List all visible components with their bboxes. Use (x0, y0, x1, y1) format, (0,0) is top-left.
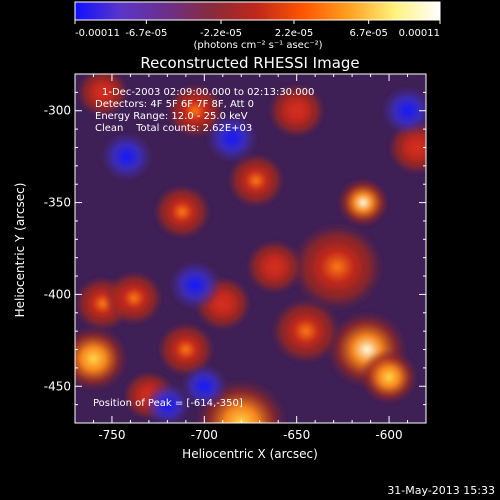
x-tick-label: -750 (98, 428, 125, 442)
negative-blob (100, 131, 153, 182)
annotation-clean: Clean Total counts: 2.62E+03 (95, 123, 252, 134)
colorbar-tick-label: 6.7e-05 (349, 28, 387, 39)
colorbar-tick-label: 0.00011 (399, 28, 440, 39)
x-axis-label: Heliocentric X (arcsec) (182, 447, 318, 461)
negative-blob (168, 260, 221, 311)
colorbar-tick-label: -0.00011 (75, 28, 120, 39)
x-tick-label: -600 (375, 428, 402, 442)
y-tick-label: -400 (44, 287, 71, 301)
y-axis-label: Heliocentric Y (arcsec) (13, 183, 27, 318)
colorbar-tick-label: 2.2e-05 (275, 28, 313, 39)
emission-blob (337, 177, 390, 228)
annotation-time: 1-Dec-2003 02:09:00.000 to 02:13:30.000 (102, 87, 314, 98)
colorbar-gradient (75, 2, 440, 20)
peak-position-label: Position of Peak = [-614,-350] (93, 398, 243, 409)
x-tick-label: -650 (283, 428, 310, 442)
x-tick-label: -700 (191, 428, 218, 442)
emission-blob (359, 349, 418, 405)
annotation-energy: Energy Range: 12.0 - 25.0 keV (95, 111, 248, 122)
footer-timestamp: 31-May-2013 15:33 (387, 484, 495, 497)
emission-blob (270, 297, 341, 364)
colorbar: -0.00011 -6.7e-05 -2.2e-05 2.2e-05 6.7e-05 0.… (75, 2, 440, 51)
emission-blob (245, 239, 304, 295)
colorbar-ticks: -0.00011 -6.7e-05 -2.2e-05 2.2e-05 6.7e-05 0.… (75, 20, 440, 39)
annotation-detectors: Detectors: 4F 5F 6F 7F 8F, Att 0 (95, 99, 254, 110)
colorbar-tick-label: -6.7e-05 (125, 28, 167, 39)
y-tick-label: -450 (44, 379, 71, 393)
emission-blob (153, 184, 212, 240)
y-tick-label: -350 (44, 196, 71, 210)
emission-blob (105, 270, 164, 326)
colorbar-unit-label: (photons cm⁻² s⁻¹ asec⁻²) (193, 40, 322, 51)
chart-title: Reconstructed RHESSI Image (140, 54, 359, 72)
y-tick-label: -300 (44, 104, 71, 118)
colorbar-tick-label: -2.2e-05 (200, 28, 242, 39)
